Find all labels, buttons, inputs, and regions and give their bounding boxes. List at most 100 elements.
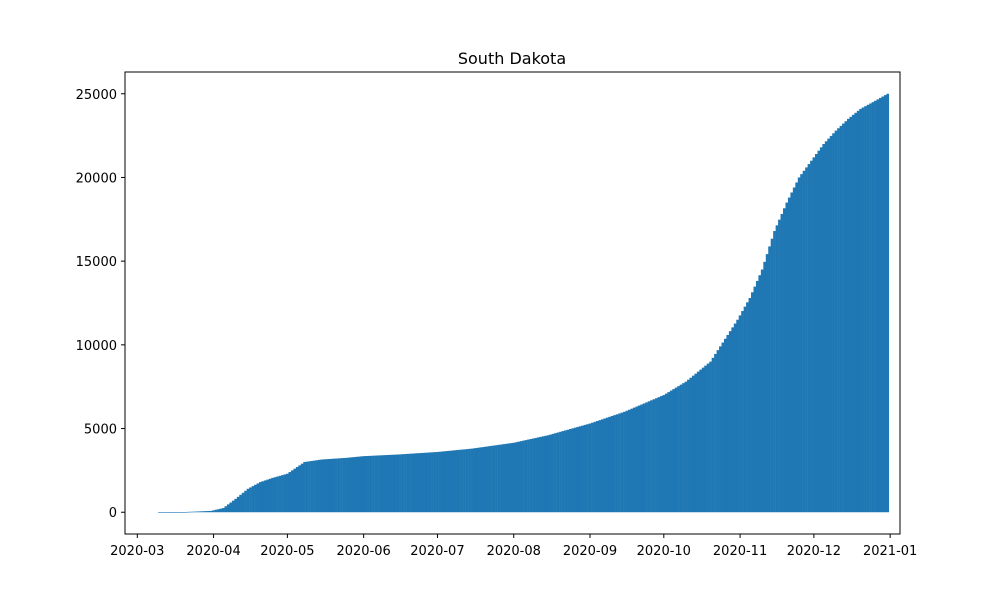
bar [300, 463, 304, 513]
bar [514, 442, 518, 513]
bar [694, 373, 698, 513]
bar [283, 474, 287, 513]
bar [642, 403, 646, 513]
bar [613, 415, 616, 513]
bar [423, 452, 427, 513]
bar [770, 238, 774, 513]
bar [473, 448, 476, 513]
bar [817, 150, 821, 513]
bar [746, 302, 749, 513]
bar [871, 102, 875, 513]
bar [736, 319, 739, 513]
bar [625, 410, 629, 513]
bar [389, 454, 393, 513]
bar [723, 338, 727, 513]
bar [463, 449, 466, 513]
bar [561, 431, 565, 513]
bar [404, 454, 407, 513]
bar [441, 451, 444, 513]
bar [534, 437, 538, 513]
bar [426, 452, 429, 513]
bar [418, 453, 422, 513]
bar [438, 451, 442, 513]
bar [517, 441, 520, 513]
bar [760, 269, 764, 513]
y-tick-label: 25000 [76, 88, 117, 103]
bar [588, 423, 592, 513]
bar [500, 444, 503, 513]
bar [219, 508, 223, 513]
bar [305, 461, 309, 513]
bar [175, 512, 179, 513]
bar [805, 167, 808, 513]
bar [298, 465, 302, 513]
bar [728, 331, 732, 513]
bar [655, 398, 658, 513]
bar [386, 454, 390, 513]
bar [640, 404, 644, 513]
bar [667, 392, 671, 513]
bar [492, 445, 496, 513]
bar [249, 487, 252, 513]
bar [763, 261, 767, 513]
bar [458, 449, 461, 513]
bar [345, 457, 348, 513]
bar [792, 187, 796, 513]
bar [883, 95, 887, 513]
bar [591, 422, 594, 513]
bar [832, 133, 835, 513]
bar [812, 157, 816, 513]
bar [795, 182, 799, 513]
bar [226, 504, 230, 513]
bar [367, 455, 370, 513]
bar [615, 414, 619, 513]
bar [482, 446, 486, 513]
bar [691, 375, 695, 513]
bar [303, 462, 306, 513]
bar [185, 511, 188, 513]
x-tick-label: 2020-04 [186, 544, 240, 559]
y-tick-label: 10000 [76, 339, 117, 354]
bar [859, 108, 862, 513]
bar [741, 311, 744, 513]
bar [559, 431, 562, 513]
bar [261, 481, 265, 513]
bar [797, 177, 801, 513]
bar [532, 438, 535, 513]
bar [244, 490, 247, 513]
bar [512, 442, 516, 513]
bar [714, 353, 717, 513]
bar [628, 409, 631, 513]
bar [347, 457, 351, 513]
bar [600, 419, 604, 513]
bar [332, 458, 336, 513]
bar [288, 472, 292, 513]
bar [878, 97, 882, 513]
x-tick-label: 2020-03 [110, 544, 164, 559]
bar [192, 511, 196, 513]
bar [180, 512, 183, 513]
bar [409, 453, 412, 513]
bar [780, 213, 784, 513]
bar [295, 467, 299, 513]
bar [738, 315, 742, 513]
bar [650, 400, 653, 513]
bar [234, 498, 238, 513]
bar [475, 447, 479, 513]
bar [335, 458, 338, 513]
bar [256, 483, 260, 513]
bar [866, 104, 870, 513]
bar [603, 418, 607, 513]
bar [662, 395, 666, 513]
bar [800, 174, 803, 513]
bar [573, 427, 577, 513]
bar [544, 435, 548, 513]
bar [716, 350, 720, 513]
bar [743, 306, 747, 513]
bar [325, 459, 329, 513]
bar [364, 456, 368, 513]
bar [163, 512, 166, 513]
bar [266, 479, 270, 513]
bar [268, 478, 272, 513]
